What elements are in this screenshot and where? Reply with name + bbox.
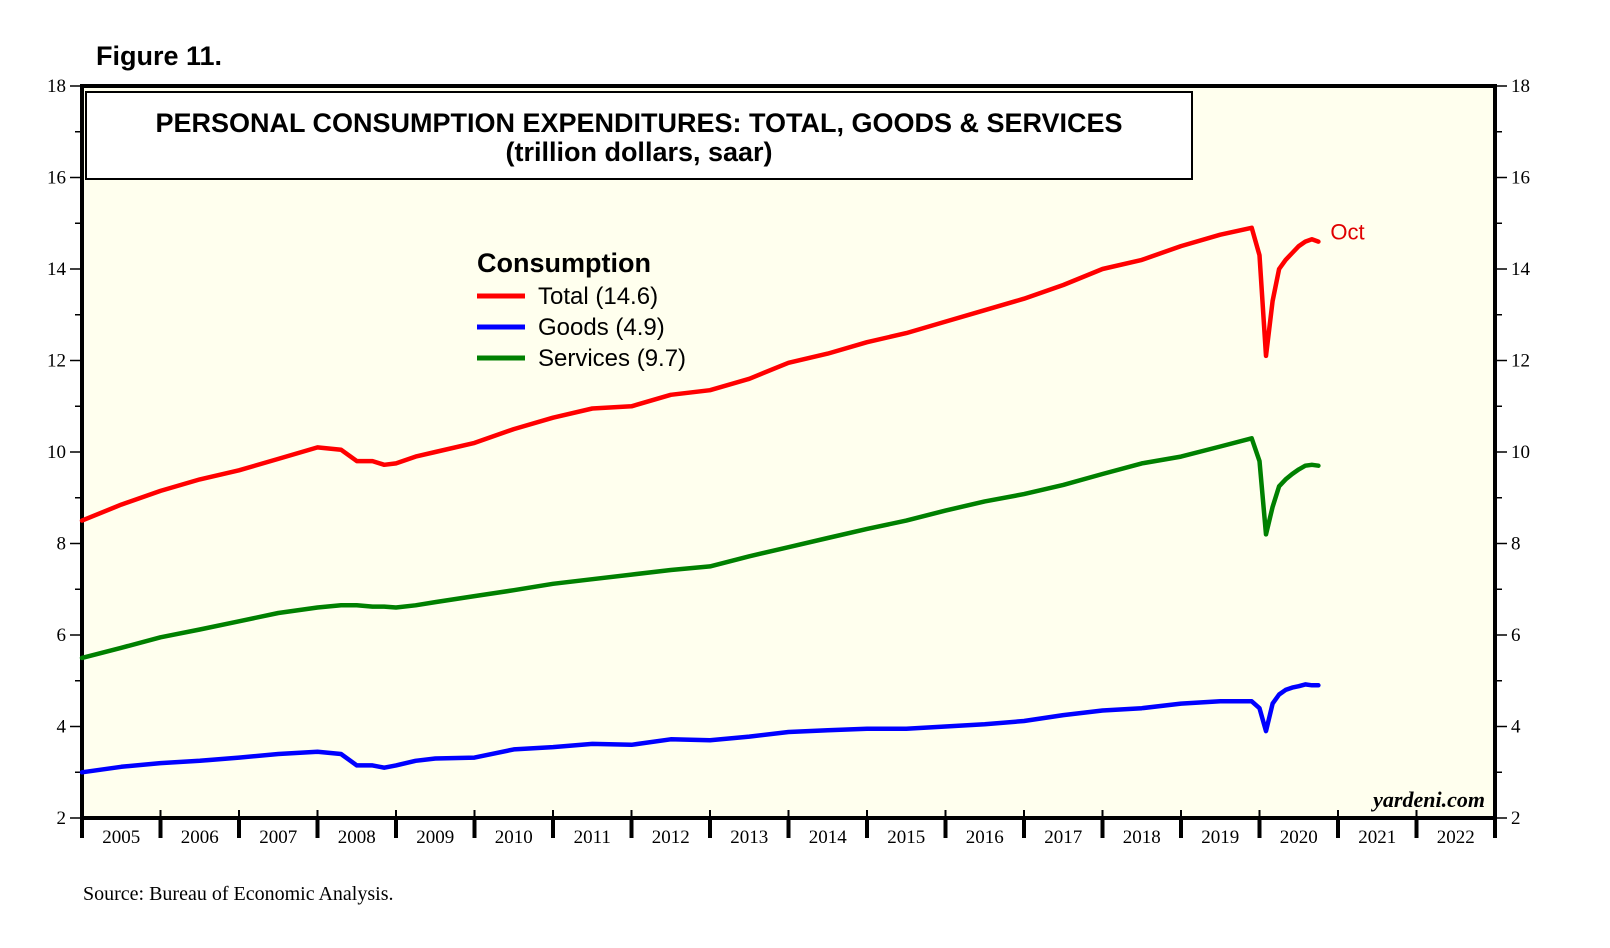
x-tick-label: 2012	[652, 827, 690, 848]
legend-label-services: Services (9.7)	[538, 345, 686, 372]
x-tick-label: 2008	[338, 827, 376, 848]
series-line-services	[79, 436, 1321, 661]
legend-label-total: Total (14.6)	[538, 283, 658, 310]
legend-title: Consumption	[477, 248, 651, 278]
x-tick-label: 2017	[1044, 827, 1082, 848]
x-tick-label: 2015	[887, 827, 925, 848]
x-tick-label: 2007	[259, 827, 297, 848]
y-tick-label-left: 14	[47, 259, 67, 280]
y-tick-label-right: 4	[1511, 717, 1521, 738]
x-tick-label: 2006	[181, 827, 219, 848]
series-group	[79, 225, 1321, 775]
brand-watermark: yardeni.com	[1370, 787, 1485, 812]
y-tick-label-right: 18	[1511, 76, 1530, 97]
annotation-oct: Oct	[1330, 220, 1364, 245]
x-tick-label: 2019	[1201, 827, 1239, 848]
source-note: Source: Bureau of Economic Analysis.	[83, 883, 394, 905]
y-tick-label-right: 2	[1511, 808, 1521, 829]
y-tick-label-right: 10	[1511, 442, 1530, 463]
x-tick-label: 2016	[966, 827, 1004, 848]
x-tick-label: 2022	[1437, 827, 1475, 848]
axes: 2 2 4 4 6 6 8 8 10 10 12 12 14 14 16 16 18 18 2005 2006 2007…	[47, 76, 1531, 848]
x-tick-label: 2010	[495, 827, 533, 848]
series-line-goods	[79, 682, 1321, 775]
chart-title: PERSONAL CONSUMPTION EXPENDITURES: TOTAL…	[155, 108, 1122, 138]
y-tick-label-left: 8	[57, 534, 67, 555]
legend-label-goods: Goods (4.9)	[538, 314, 665, 341]
title-box	[85, 91, 1193, 180]
x-tick-label: 2018	[1123, 827, 1161, 848]
y-tick-label-left: 6	[57, 625, 67, 646]
x-tick-label: 2009	[416, 827, 454, 848]
x-tick-label: 2013	[730, 827, 768, 848]
legend: Consumption Total (14.6) Goods (4.9) Ser…	[477, 248, 686, 372]
x-tick-label: 2020	[1280, 827, 1318, 848]
y-tick-label-right: 16	[1511, 168, 1530, 189]
series-line-total	[79, 225, 1321, 523]
y-tick-label-left: 12	[47, 351, 66, 372]
x-tick-label: 2021	[1358, 827, 1396, 848]
y-tick-label-right: 6	[1511, 625, 1521, 646]
y-tick-label-left: 10	[47, 442, 66, 463]
x-tick-label: 2005	[102, 827, 140, 848]
y-tick-label-right: 12	[1511, 351, 1530, 372]
y-tick-label-left: 2	[57, 808, 67, 829]
figure-label: Figure 11.	[96, 41, 222, 71]
y-tick-label-left: 16	[47, 168, 66, 189]
y-tick-label-right: 8	[1511, 534, 1521, 555]
x-tick-label: 2011	[574, 827, 611, 848]
y-tick-label-right: 14	[1511, 259, 1531, 280]
plot-area	[80, 84, 1497, 820]
y-tick-label-left: 18	[47, 76, 66, 97]
y-tick-label-left: 4	[57, 717, 67, 738]
x-tick-label: 2014	[809, 827, 848, 848]
chart-subtitle: (trillion dollars, saar)	[505, 137, 772, 167]
